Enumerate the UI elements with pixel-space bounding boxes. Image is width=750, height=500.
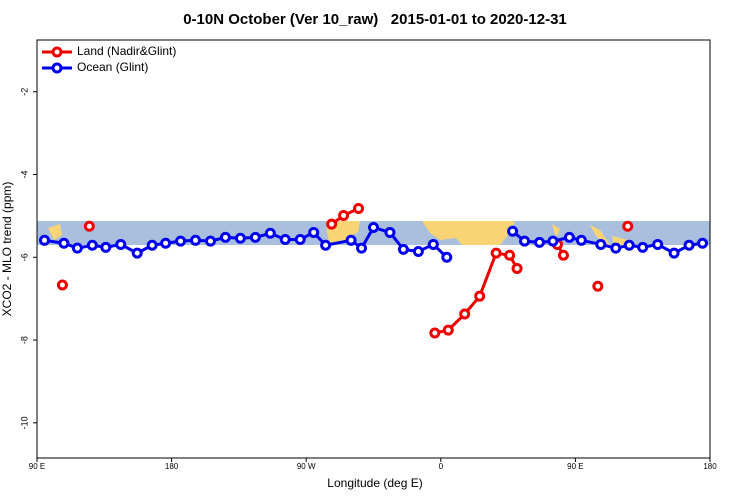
data-point: [592, 280, 604, 292]
x-tick-label: 0: [439, 462, 444, 471]
data-point: [504, 249, 516, 261]
data-point: [190, 234, 202, 246]
land-shape: [590, 225, 610, 245]
data-point: [175, 235, 187, 247]
data-point: [595, 238, 607, 250]
data-point: [368, 221, 379, 233]
data-point: [356, 242, 368, 254]
data-point: [294, 233, 306, 245]
land-shape: [422, 221, 515, 245]
data-point: [86, 239, 98, 251]
data-point: [441, 251, 453, 263]
data-point: [71, 242, 83, 254]
data-point: [668, 247, 680, 259]
data-point: [308, 226, 320, 238]
y-tick-label: -2: [19, 88, 29, 96]
data-point: [459, 308, 471, 320]
data-point: [490, 247, 502, 259]
legend-marker: [51, 46, 63, 58]
x-tick-label: 90 W: [297, 462, 316, 471]
land-shape: [48, 224, 62, 240]
data-point: [100, 241, 112, 253]
data-point: [622, 220, 634, 232]
data-point: [534, 236, 546, 248]
chart-title: 0-10N October (Ver 10_raw) 2015-01-01 to…: [183, 11, 567, 28]
data-point: [511, 262, 523, 274]
data-point: [58, 237, 70, 249]
data-point: [264, 227, 276, 239]
data-point: [575, 234, 587, 246]
data-point: [427, 238, 439, 250]
data-point: [353, 202, 365, 214]
data-point: [345, 234, 357, 246]
x-tick-label: 90 E: [567, 462, 583, 471]
data-point: [623, 239, 635, 251]
data-point: [234, 232, 246, 244]
y-tick-label: -4: [19, 170, 29, 178]
data-point: [219, 231, 231, 243]
data-point: [429, 327, 441, 339]
data-point: [412, 245, 424, 257]
data-point: [507, 225, 519, 237]
y-tick-label: -10: [19, 416, 29, 429]
data-point: [474, 290, 486, 302]
land-shape: [552, 224, 560, 238]
data-point: [83, 220, 95, 232]
data-point: [683, 239, 695, 251]
data-point: [384, 226, 396, 238]
data-point: [160, 237, 172, 249]
data-point: [610, 242, 622, 254]
plot-frame: [36, 39, 711, 459]
data-point: [279, 233, 291, 245]
legend-label: Ocean (Glint): [77, 60, 148, 74]
data-point: [56, 279, 68, 291]
data-point: [397, 243, 409, 255]
x-tick-label: 180: [165, 462, 179, 471]
data-point: [249, 231, 261, 243]
data-point: [697, 237, 709, 249]
data-point: [320, 239, 332, 251]
x-tick-label: 90 E: [29, 462, 45, 471]
data-point: [326, 218, 338, 230]
data-point: [442, 324, 454, 336]
data-point: [557, 249, 569, 261]
legend-label: Land (Nadir&Glint): [77, 44, 176, 58]
data-point: [204, 235, 216, 247]
y-tick-label: -8: [19, 336, 29, 344]
legend-marker: [51, 62, 63, 74]
data-point: [547, 235, 559, 247]
data-point: [637, 241, 649, 253]
data-point: [146, 239, 158, 251]
data-point: [38, 234, 50, 246]
data-point: [338, 209, 350, 221]
y-tick-label: -6: [19, 253, 29, 261]
data-point: [115, 238, 127, 250]
x-axis-label: Longitude (deg E): [327, 476, 422, 490]
data-point: [652, 238, 664, 250]
data-point: [563, 231, 575, 243]
x-tick-label: 180: [703, 462, 717, 471]
data-point: [131, 247, 143, 259]
y-axis-label: XCO2 - MLO trend (ppm): [0, 182, 14, 317]
data-point: [519, 235, 531, 247]
